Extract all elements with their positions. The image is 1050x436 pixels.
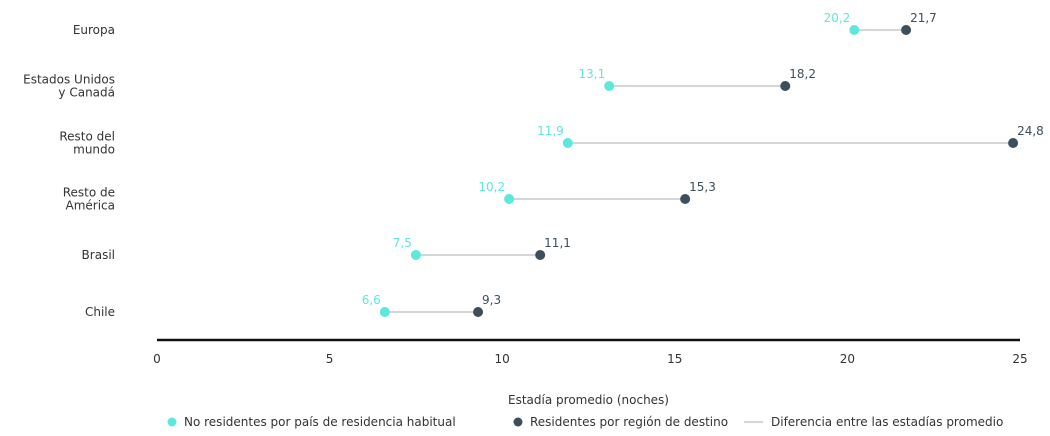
category-label: Estados Unidos xyxy=(23,73,115,87)
value-label-residentes: 9,3 xyxy=(482,293,501,307)
category-label: mundo xyxy=(73,143,115,157)
category-label: Brasil xyxy=(82,248,115,262)
x-tick-label: 15 xyxy=(667,352,682,366)
x-axis-title: Estadía promedio (noches) xyxy=(508,393,669,407)
legend-marker-no-residentes xyxy=(167,417,177,427)
dot-residentes xyxy=(780,81,791,91)
dot-no-residentes xyxy=(504,194,515,204)
dot-residentes xyxy=(473,307,484,317)
category-label: Resto del xyxy=(59,130,115,144)
dot-no-residentes xyxy=(379,307,390,317)
category-label: América xyxy=(66,199,116,213)
category-label: Europa xyxy=(73,23,115,37)
dot-residentes xyxy=(535,250,546,260)
dot-residentes xyxy=(1008,138,1019,148)
value-label-no-residentes: 10,2 xyxy=(478,180,505,194)
value-label-residentes: 24,8 xyxy=(1017,124,1044,138)
x-tick-label: 0 xyxy=(153,352,161,366)
x-tick-label: 5 xyxy=(326,352,334,366)
value-label-residentes: 11,1 xyxy=(544,236,571,250)
x-tick-label: 10 xyxy=(495,352,510,366)
value-label-no-residentes: 7,5 xyxy=(393,236,412,250)
value-label-no-residentes: 13,1 xyxy=(578,67,605,81)
value-label-residentes: 21,7 xyxy=(910,11,937,25)
x-tick-label: 20 xyxy=(840,352,855,366)
category-label: y Canadá xyxy=(58,86,115,100)
value-label-no-residentes: 6,6 xyxy=(362,293,381,307)
dot-no-residentes xyxy=(562,138,573,148)
value-label-no-residentes: 20,2 xyxy=(824,11,851,25)
value-label-residentes: 15,3 xyxy=(689,180,716,194)
category-label: Chile xyxy=(85,305,115,319)
dot-residentes xyxy=(680,194,691,204)
legend-label-diferencia: Diferencia entre las estadías promedio xyxy=(771,415,1003,429)
dot-no-residentes xyxy=(849,25,860,35)
legend-marker-residentes xyxy=(513,417,523,427)
value-label-residentes: 18,2 xyxy=(789,67,816,81)
category-label: Resto de xyxy=(63,186,115,200)
dot-no-residentes xyxy=(604,81,615,91)
dot-residentes xyxy=(901,25,912,35)
x-tick-label: 25 xyxy=(1012,352,1027,366)
value-label-no-residentes: 11,9 xyxy=(537,124,564,138)
legend-label-no-residentes: No residentes por país de residencia hab… xyxy=(184,415,456,429)
dot-no-residentes xyxy=(410,250,421,260)
legend-label-residentes: Residentes por región de destino xyxy=(530,415,728,429)
